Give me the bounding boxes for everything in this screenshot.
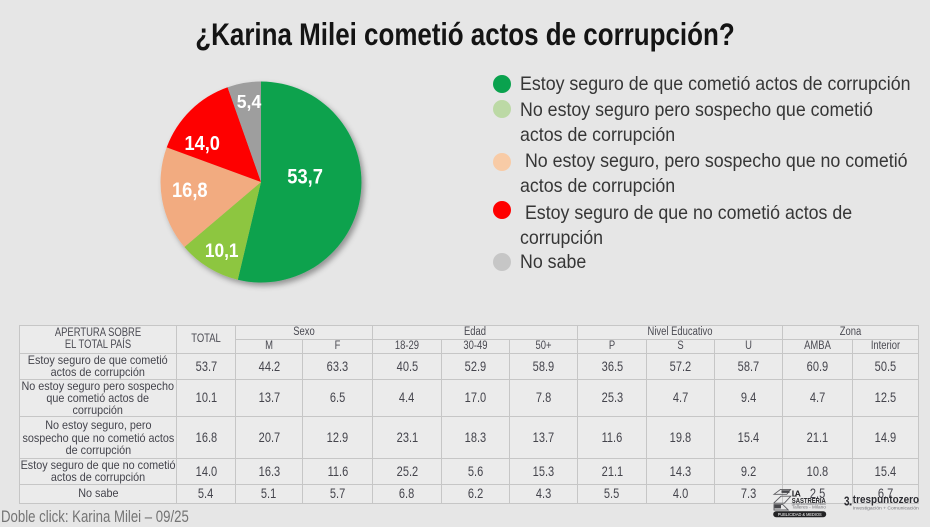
svg-text:16,8: 16,8 <box>172 179 208 202</box>
svg-text:3: 3 <box>844 493 850 508</box>
svg-text:LA: LA <box>792 489 801 499</box>
svg-text:5,4: 5,4 <box>237 91 262 112</box>
svg-text:Talleres - Milano: Talleres - Milano <box>792 505 827 510</box>
svg-text:SASTRERÍA: SASTRERÍA <box>792 496 826 505</box>
svg-text:trespuntozero: trespuntozero <box>853 494 920 506</box>
svg-text:PUBLICIDAD & MEDIOS: PUBLICIDAD & MEDIOS <box>778 512 822 517</box>
svg-text:53,7: 53,7 <box>287 165 323 188</box>
svg-text:UNA AGENCIA DE COMUNICACIÓN IN: UNA AGENCIA DE COMUNICACIÓN INTEGRAL <box>792 503 826 506</box>
svg-text:Investigación + Comunicación: Investigación + Comunicación <box>853 505 920 510</box>
svg-text:14,0: 14,0 <box>184 133 220 155</box>
svg-text:10,1: 10,1 <box>205 240 239 262</box>
